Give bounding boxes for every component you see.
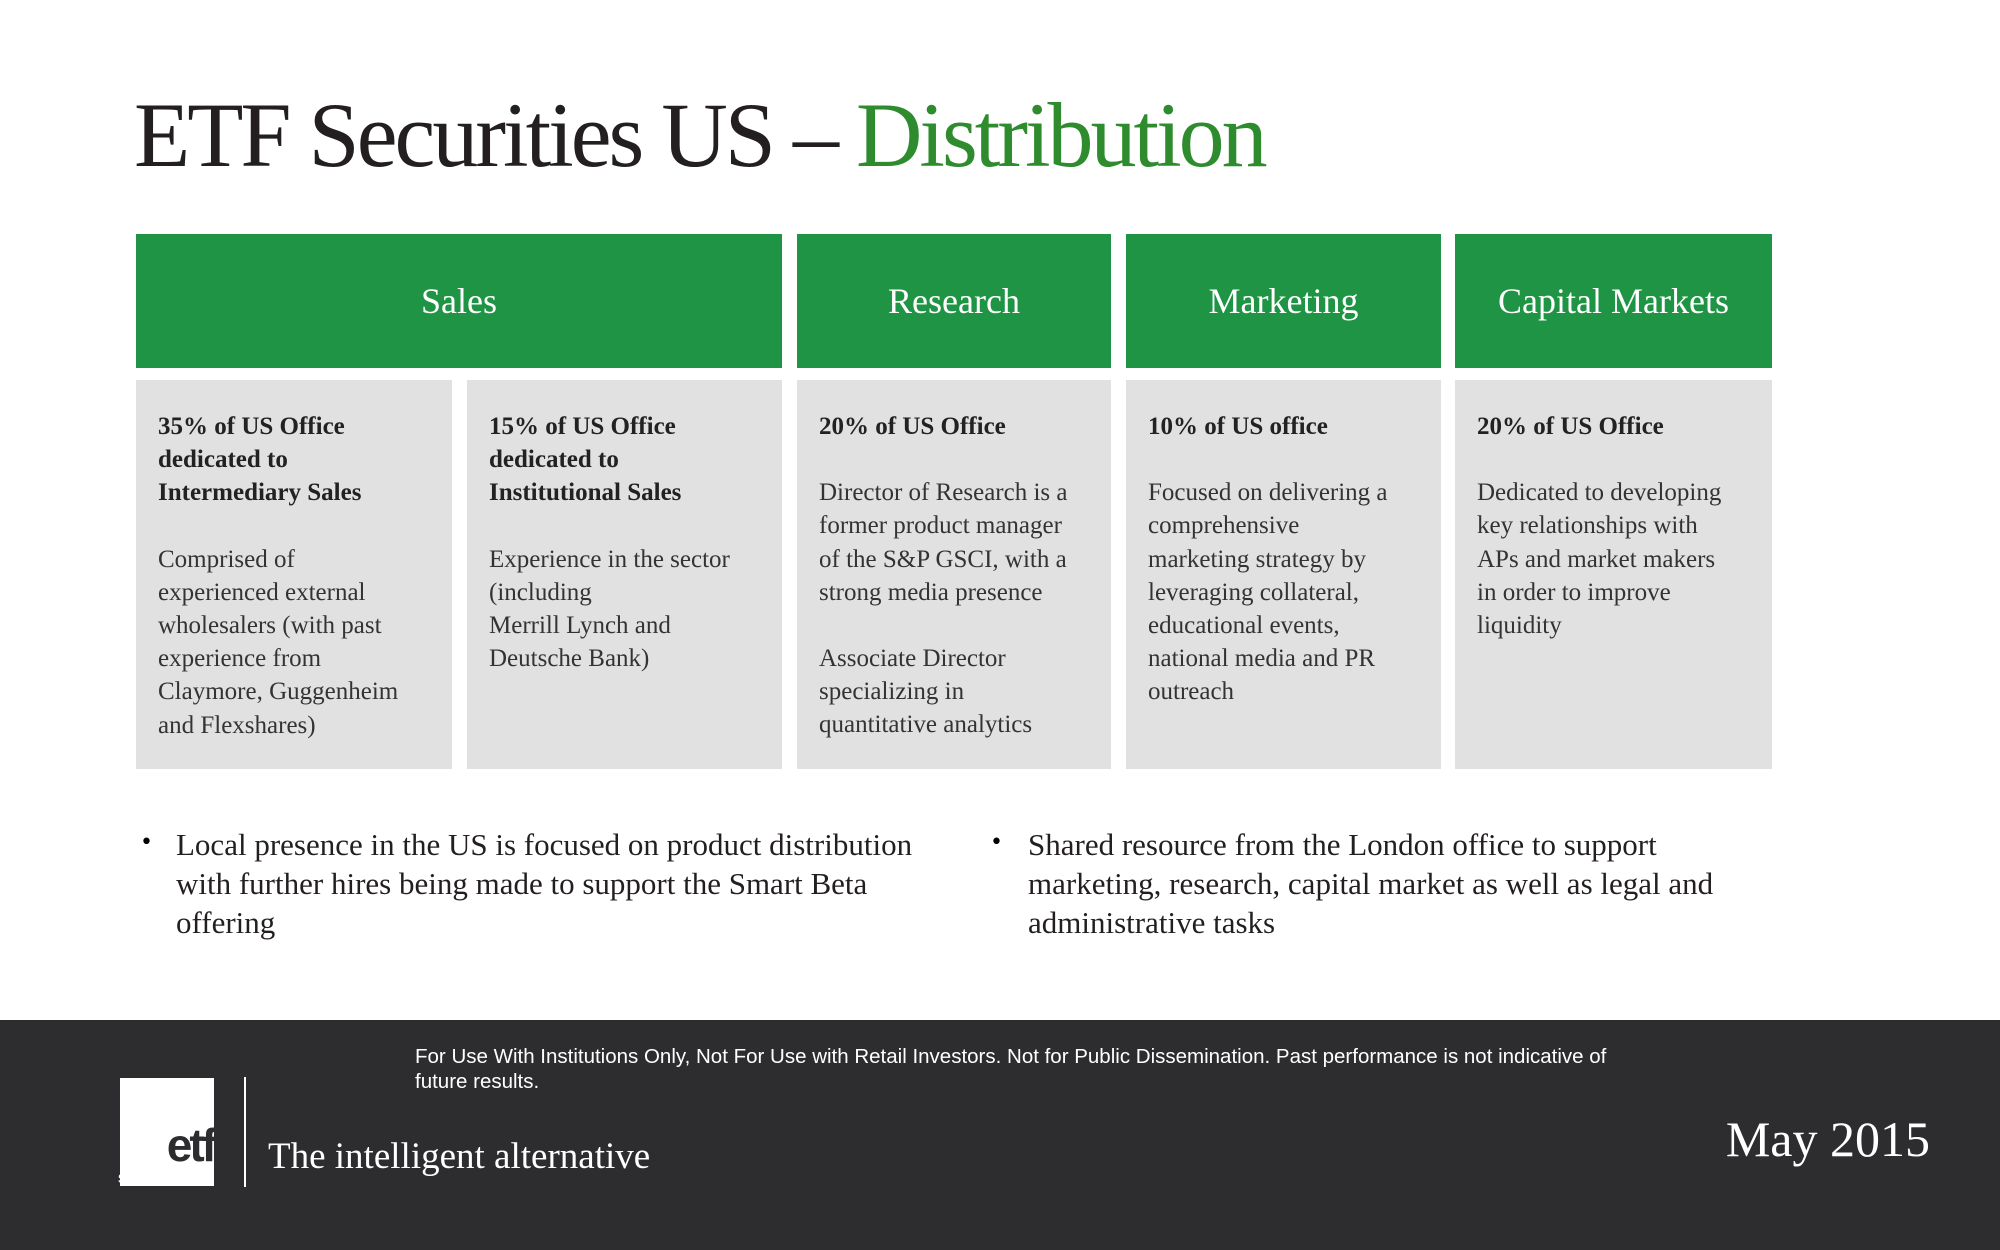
bullet-dot: •: [990, 830, 1003, 855]
card-paragraph: Dedicated to developing key relationships…: [1477, 476, 1772, 642]
logo-box: [120, 1078, 214, 1186]
card: 35% of US Office dedicated to Intermediary…: [136, 380, 452, 769]
heading-line: 10% of US office: [1148, 413, 1328, 440]
paragraph-line: Dedicated to developing: [1477, 479, 1722, 507]
paragraph-line: in order to improve: [1477, 578, 1671, 606]
heading-line: Intermediary Sales: [158, 479, 362, 507]
tagline: The intelligent alternative: [268, 1136, 651, 1177]
heading-line: dedicated to: [489, 446, 619, 474]
paragraph-line: Deutsche Bank): [489, 645, 650, 673]
title: ETF Securities US – Distribution: [134, 82, 1268, 188]
bullet-text: Shared resource from the London office t…: [1028, 827, 1714, 940]
card-paragraph: Comprised of experienced external wholesal…: [158, 543, 452, 742]
card-paragraph: Experience in the sector (including Merril…: [489, 543, 782, 676]
paragraph-line: specializing in: [819, 678, 965, 706]
paragraph-line: marketing strategy by: [1148, 545, 1366, 573]
card-heading: 35% of US Office dedicated to Intermediary…: [158, 410, 452, 510]
title-main: ETF Securities US –: [134, 84, 839, 186]
paragraph-line: quantitative analytics: [819, 711, 1033, 739]
heading-line: 20% of US Office: [1477, 413, 1664, 440]
column-header: Capital Markets: [1455, 234, 1772, 368]
divider: [244, 1077, 246, 1187]
card: 20% of US Office Director of Research is …: [797, 380, 1111, 769]
paragraph-line: Experience in the sector: [489, 545, 730, 573]
card-paragraph: Focused on delivering a comprehensive mark…: [1148, 476, 1441, 708]
paragraph-line: liquidity: [1477, 612, 1562, 640]
paragraph-line: Director of Research is a: [819, 479, 1068, 507]
column-header: Research: [797, 234, 1111, 368]
paragraph-line: comprehensive: [1148, 512, 1300, 540]
card: 10% of US office Focused on delivering a c…: [1126, 380, 1441, 769]
card: 15% of US Office dedicated to Institutiona…: [467, 380, 782, 769]
column-header: Marketing: [1126, 234, 1441, 368]
card: 20% of US Office Dedicated to developing k…: [1455, 380, 1772, 769]
logo-subtext: Securities: [118, 1171, 181, 1186]
bullet-text: Local presence in the US is focused on p…: [176, 827, 913, 940]
paragraph-line: key relationships with: [1477, 512, 1698, 540]
paragraph-line: Comprised of: [158, 545, 295, 573]
date: May 2015: [1725, 1111, 1930, 1167]
paragraph-line: national media and PR: [1148, 645, 1376, 673]
paragraph-line: former product manager: [819, 512, 1062, 540]
heading-line: dedicated to: [158, 446, 288, 474]
footer: [0, 1020, 2000, 1250]
heading-line: 20% of US Office: [819, 413, 1006, 440]
card-paragraph: Associate Director specializing in quantit…: [819, 642, 1111, 742]
logo-text: etf: [166, 1119, 217, 1171]
paragraph-line: and Flexshares): [158, 711, 316, 739]
card-heading: 20% of US Office: [819, 410, 1111, 443]
paragraph-line: strong media presence: [819, 578, 1043, 606]
paragraph-line: APs and market makers: [1477, 545, 1716, 573]
paragraph-line: experience from: [158, 645, 322, 673]
paragraph-line: leveraging collateral,: [1148, 578, 1359, 606]
heading-line: 15% of US Office: [489, 413, 676, 440]
paragraph-line: Merrill Lynch and: [489, 612, 671, 640]
bullet-dot: •: [140, 830, 153, 855]
column-header: Sales: [136, 234, 782, 368]
heading-line: Institutional Sales: [489, 479, 682, 507]
paragraph-line: wholesalers (with past: [158, 612, 382, 640]
paragraph-line: (including: [489, 578, 592, 606]
paragraph-line: educational events,: [1148, 612, 1340, 640]
paragraph-line: Focused on delivering a: [1148, 479, 1388, 507]
card-heading: 10% of US office: [1148, 410, 1441, 443]
paragraph-line: Claymore, Guggenheim: [158, 678, 399, 706]
paragraph-line: experienced external: [158, 578, 366, 606]
disclaimer: For Use With Institutions Only, Not For …: [415, 1045, 1607, 1093]
paragraph-line: Associate Director: [819, 645, 1006, 673]
card-heading: 15% of US Office dedicated to Institutiona…: [489, 410, 782, 510]
card-paragraph: Director of Research is a former product …: [819, 476, 1111, 609]
card-heading: 20% of US Office: [1477, 410, 1772, 443]
heading-line: 35% of US Office: [158, 413, 345, 440]
title-accent: Distribution: [855, 84, 1268, 186]
paragraph-line: of the S&P GSCI, with a: [819, 545, 1067, 573]
paragraph-line: outreach: [1148, 678, 1235, 706]
